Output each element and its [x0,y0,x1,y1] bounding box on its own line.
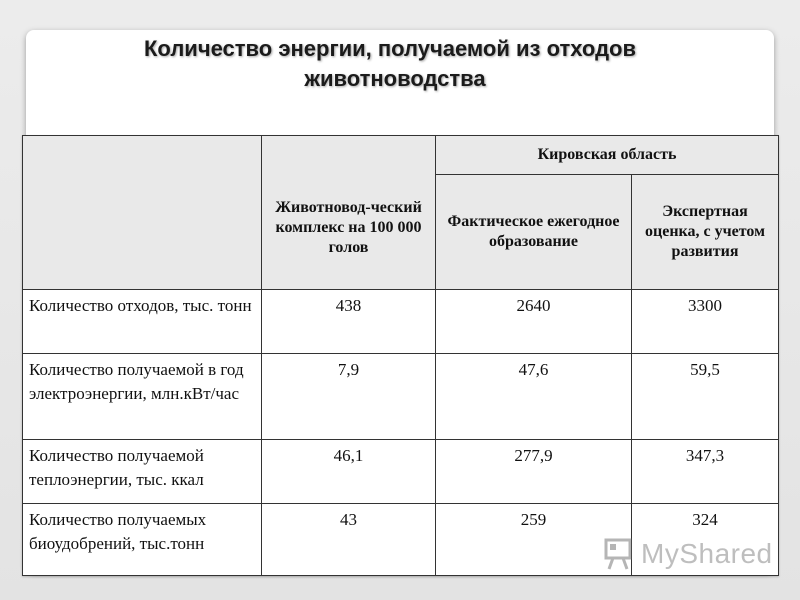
table-header-row-2: Фактическое ежегодное образование Экспер… [23,174,780,290]
header-actual: Фактическое ежегодное образование [435,174,632,290]
cell-expert: 3300 [630,289,780,354]
header-region: Кировская область [434,135,780,175]
row-label: Количество отходов, тыс. тонн [22,289,262,354]
header-empty-cell [22,135,262,290]
header-complex: Животновод-ческий комплекс на 100 000 го… [261,135,436,290]
presentation-board-icon [604,538,632,570]
slide-title: Количество энергии, получаемой из отходо… [26,34,774,94]
cell-expert: 324 [630,503,780,576]
cell-expert: 59,5 [630,353,780,440]
row-label: Количество получаемых биоудобрений, тыс.… [22,503,262,576]
watermark-logo: MyShared [603,535,773,573]
watermark-text: MyShared [641,538,773,569]
cell-actual: 277,9 [435,439,632,504]
cell-complex: 43 [261,503,436,576]
table-header-row-1: Животновод-ческий комплекс на 100 000 го… [22,135,780,290]
table-row: Количество получаемой в год электроэнерг… [22,353,780,440]
row-label: Количество получаемой теплоэнергии, тыс.… [22,439,262,504]
energy-table: Животновод-ческий комплекс на 100 000 го… [22,135,780,576]
slide-title-line-2: животноводства [304,66,486,91]
table-row: Количество отходов, тыс. тонн 438 2640 3… [22,289,780,354]
cell-complex: 46,1 [261,439,436,504]
cell-actual: 2640 [435,289,632,354]
header-expert: Экспертная оценка, с учетом развития [630,174,780,290]
cell-actual: 259 [435,503,632,576]
cell-expert: 347,3 [630,439,780,504]
cell-complex: 438 [261,289,436,354]
table-row: Количество получаемых биоудобрений, тыс.… [22,503,780,576]
cell-actual: 47,6 [435,353,632,440]
row-label: Количество получаемой в год электроэнерг… [22,353,262,440]
slide-title-line-1: Количество энергии, получаемой из отходо… [144,36,636,61]
table-row: Количество получаемой теплоэнергии, тыс.… [22,439,780,504]
cell-complex: 7,9 [261,353,436,440]
